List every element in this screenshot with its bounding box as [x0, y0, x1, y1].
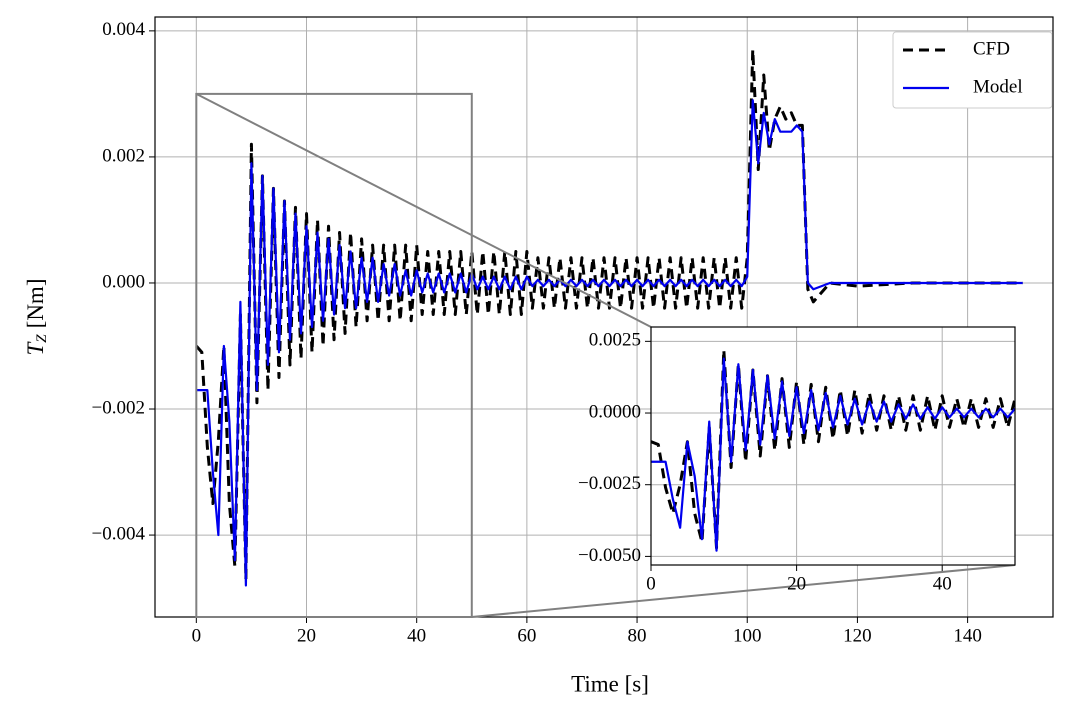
x-tick-label: 0: [646, 573, 656, 594]
legend-label: CFD: [973, 38, 1010, 59]
zoom-box: [195, 92, 473, 619]
plot-frame: [650, 326, 1016, 566]
plot-lines: [651, 348, 1015, 552]
x-axis-label: Time [s]: [571, 671, 649, 696]
plot-frame: [154, 16, 1054, 618]
y-tick-label: 0.0000: [589, 401, 641, 422]
x-tick-label: 40: [933, 573, 952, 594]
zoom-connector: [195, 93, 652, 328]
y-axis-label: TZ [Nm]: [23, 279, 50, 356]
series-line: [651, 357, 1015, 552]
y-tick-label: 0.002: [102, 145, 145, 166]
x-tick-label: 140: [953, 625, 982, 646]
x-tick-label: 40: [407, 625, 426, 646]
x-tick-label: 80: [628, 625, 647, 646]
series-line: [196, 99, 1023, 587]
y-tick-label: −0.0050: [578, 545, 641, 566]
x-tick-label: 20: [787, 573, 806, 594]
y-tick-label: 0.000: [102, 271, 145, 292]
plot-lines: [195, 48, 1023, 587]
x-tick-label: 0: [192, 625, 202, 646]
y-tick-label: −0.002: [92, 397, 145, 418]
x-tick-label: 100: [733, 625, 762, 646]
y-label-unit: [Nm]: [23, 279, 48, 329]
plot-area: [651, 327, 1015, 565]
y-tick-label: −0.004: [92, 523, 146, 544]
legend-label: Model: [973, 76, 1023, 97]
y-tick-label: 0.004: [102, 19, 145, 40]
x-tick-label: 20: [297, 625, 316, 646]
zoom-connector: [471, 564, 1016, 618]
y-tick-label: −0.0025: [578, 473, 641, 494]
x-tick-label: 120: [843, 625, 872, 646]
y-label-subscript: Z: [34, 334, 50, 343]
x-tick-label: 60: [517, 625, 536, 646]
y-label-symbol: T: [23, 340, 48, 355]
legend: CFD Model: [892, 31, 1053, 109]
y-tick-label: 0.0025: [589, 330, 641, 351]
